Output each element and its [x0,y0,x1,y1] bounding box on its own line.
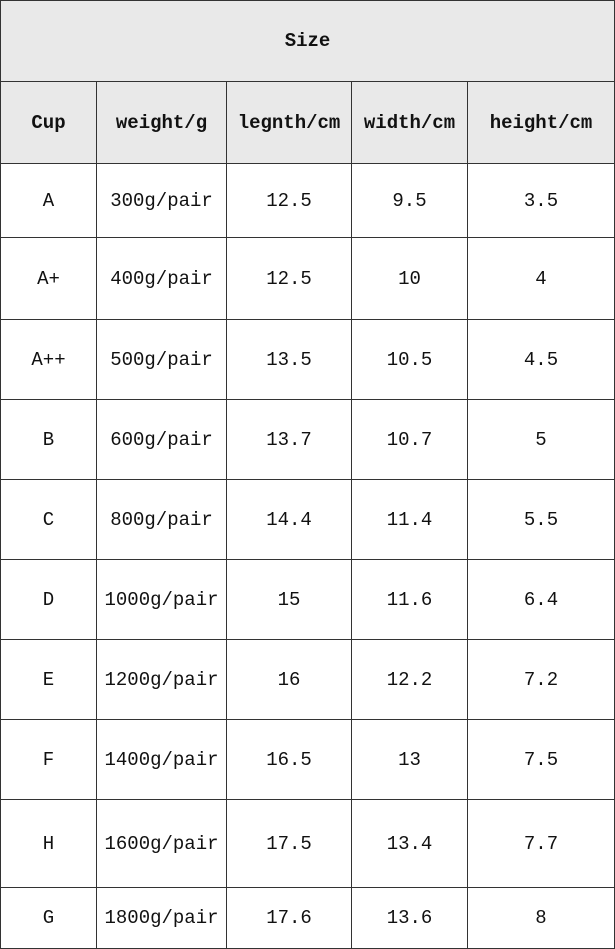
table-cell: 13.6 [351,887,468,949]
table-cell: 11.4 [351,479,468,560]
table-cell: 11.6 [351,559,468,640]
header-cell: width/cm [351,81,468,164]
table-cell: A+ [0,237,97,320]
table-cell: 7.2 [467,639,615,720]
table-cell: 300g/pair [96,163,227,238]
table-cell: 17.6 [226,887,352,949]
header-cell: legnth/cm [226,81,352,164]
table-cell: F [0,719,97,800]
table-cell: 10.5 [351,319,468,400]
table-cell: H [0,799,97,888]
table-cell: 800g/pair [96,479,227,560]
table-cell: 17.5 [226,799,352,888]
table-cell: 1800g/pair [96,887,227,949]
table-cell: 5.5 [467,479,615,560]
table-cell: 10.7 [351,399,468,480]
table-cell: 13 [351,719,468,800]
table-cell: 13.5 [226,319,352,400]
table-cell: 1600g/pair [96,799,227,888]
table-cell: 4.5 [467,319,615,400]
table-cell: C [0,479,97,560]
table-title: Size [0,0,615,82]
table-cell: 6.4 [467,559,615,640]
header-cell: height/cm [467,81,615,164]
table-cell: 5 [467,399,615,480]
table-cell: 12.2 [351,639,468,720]
table-cell: B [0,399,97,480]
table-cell: 10 [351,237,468,320]
table-cell: G [0,887,97,949]
table-cell: 500g/pair [96,319,227,400]
table-cell: 14.4 [226,479,352,560]
table-cell: A++ [0,319,97,400]
table-cell: 1200g/pair [96,639,227,720]
table-cell: E [0,639,97,720]
table-cell: 4 [467,237,615,320]
header-cell: Cup [0,81,97,164]
table-cell: 8 [467,887,615,949]
table-cell: 1000g/pair [96,559,227,640]
table-cell: 12.5 [226,237,352,320]
table-cell: 7.5 [467,719,615,800]
table-cell: D [0,559,97,640]
table-cell: 1400g/pair [96,719,227,800]
table-cell: 13.4 [351,799,468,888]
table-cell: 7.7 [467,799,615,888]
table-cell: 600g/pair [96,399,227,480]
table-cell: 13.7 [226,399,352,480]
table-cell: A [0,163,97,238]
header-cell: weight/g [96,81,227,164]
table-cell: 3.5 [467,163,615,238]
table-cell: 400g/pair [96,237,227,320]
table-cell: 16.5 [226,719,352,800]
table-cell: 16 [226,639,352,720]
table-cell: 12.5 [226,163,352,238]
table-cell: 9.5 [351,163,468,238]
table-cell: 15 [226,559,352,640]
